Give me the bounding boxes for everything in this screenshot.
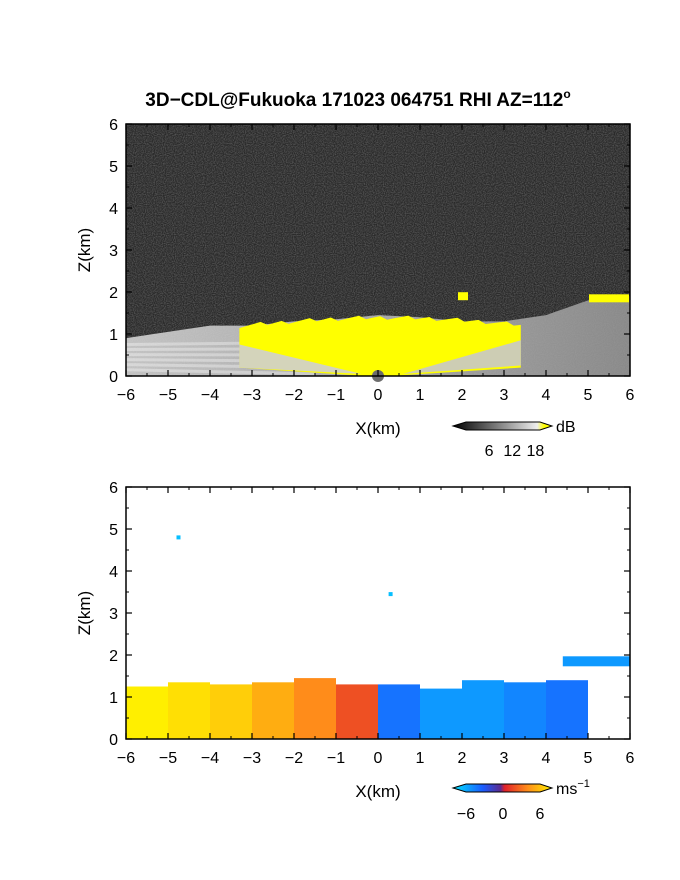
- aerosol-streak: [125, 368, 316, 376]
- velocity-isolated-point: [176, 535, 181, 540]
- velocity-x-tick-label: −2: [285, 750, 303, 767]
- intensity-colorbar-ticks: 6 12 18: [485, 443, 545, 460]
- intensity-x-tick-label: −4: [201, 387, 219, 404]
- velocity-x-tick-label: −4: [201, 750, 219, 767]
- velocity-x-tick-label: 6: [626, 750, 635, 767]
- velocity-y-tick-label: 4: [109, 564, 118, 581]
- velocity-x-tick-label: −5: [159, 750, 177, 767]
- intensity-x-tick-label: 4: [542, 387, 551, 404]
- velocity-x-tick-label: −1: [327, 750, 345, 767]
- velocity-upper-layer: [562, 656, 630, 667]
- intensity-y-tick-label: 1: [109, 327, 118, 344]
- intensity-colorbar-unit: dB: [556, 419, 576, 436]
- isolated-echo: [589, 294, 629, 303]
- velocity-colorbar-tick-label: 0: [499, 806, 508, 823]
- velocity-colorbar-ticks: −6 0 6: [457, 806, 545, 823]
- velocity-column: [378, 684, 420, 739]
- velocity-x-tick-label: 0: [374, 750, 383, 767]
- intensity-colorbar-bar: [451, 421, 554, 431]
- velocity-x-tick-label: −6: [117, 750, 135, 767]
- velocity-column: [504, 682, 546, 739]
- velocity-x-ticks: −6 −5 −4 −3 −2 −1 0 1 2 3 4 5 6: [117, 487, 635, 767]
- intensity-x-tick-label: −2: [285, 387, 303, 404]
- intensity-x-tick-label: −3: [243, 387, 261, 404]
- velocity-y-tick-label: 0: [109, 732, 118, 749]
- figure-title: 3D−CDL@Fukuoka 171023 064751 RHI AZ=112o: [145, 87, 570, 111]
- intensity-y-tick-label: 0: [109, 369, 118, 386]
- intensity-x-tick-label: 5: [584, 387, 593, 404]
- intensity-y-tick-label: 4: [109, 201, 118, 218]
- velocity-isolated-point: [388, 592, 393, 597]
- intensity-colorbar-tick-label: 6: [485, 443, 494, 460]
- velocity-column: [294, 678, 336, 739]
- velocity-marks: [126, 535, 630, 739]
- velocity-column: [210, 684, 252, 739]
- velocity-column: [252, 682, 294, 739]
- intensity-colorbar: 6 12 18 dB: [451, 419, 576, 460]
- intensity-x-tick-label: −6: [117, 387, 135, 404]
- velocity-y-tick-label: 5: [109, 522, 118, 539]
- intensity-x-tick-label: −5: [159, 387, 177, 404]
- velocity-y-ticks: 0 1 2 3 4 5 6: [109, 480, 630, 749]
- intensity-x-tick-label: 1: [416, 387, 425, 404]
- intensity-y-tick-label: 3: [109, 243, 118, 260]
- intensity-x-tick-label: 6: [626, 387, 635, 404]
- low-angle-wedge-left: [239, 344, 362, 374]
- velocity-x-tick-label: 2: [458, 750, 467, 767]
- velocity-x-tick-label: 3: [500, 750, 509, 767]
- intensity-x-ticks: −6 −5 −4 −3 −2 −1 0 1 2 3 4 5 6: [117, 124, 635, 404]
- velocity-column: [126, 686, 168, 739]
- velocity-y-tick-label: 6: [109, 480, 118, 497]
- velocity-x-tick-label: 4: [542, 750, 551, 767]
- intensity-colorbar-tick-label: 12: [503, 443, 521, 460]
- velocity-colorbar-tick-label: −6: [457, 806, 475, 823]
- isolated-echo: [458, 292, 468, 301]
- intensity-x-tick-label: −1: [327, 387, 345, 404]
- velocity-column: [420, 688, 462, 739]
- velocity-y-tick-label: 1: [109, 690, 118, 707]
- velocity-colorbar: −6 0 6 ms−1: [451, 778, 590, 823]
- intensity-y-tick-label: 5: [109, 159, 118, 176]
- low-angle-wedge-right: [403, 340, 521, 374]
- intensity-y-ticks: 0 1 2 3 4 5 6: [109, 117, 630, 386]
- velocity-colorbar-bar: [451, 783, 554, 793]
- intensity-colorbar-tick-label: 18: [526, 443, 544, 460]
- velocity-colorbar-tick-label: 6: [536, 806, 545, 823]
- velocity-x-tick-label: 5: [584, 750, 593, 767]
- intensity-x-tick-label: 3: [500, 387, 509, 404]
- velocity-column: [336, 684, 378, 739]
- velocity-x-label: X(km): [355, 782, 400, 801]
- velocity-y-label: Z(km): [75, 591, 94, 635]
- velocity-column: [546, 680, 588, 739]
- velocity-y-tick-label: 3: [109, 606, 118, 623]
- velocity-colorbar-unit: ms−1: [556, 778, 590, 798]
- intensity-y-tick-label: 6: [109, 117, 118, 134]
- intensity-x-tick-label: 0: [374, 387, 383, 404]
- velocity-column: [462, 680, 504, 739]
- velocity-y-tick-label: 2: [109, 648, 118, 665]
- intensity-y-tick-label: 2: [109, 285, 118, 302]
- intensity-y-label: Z(km): [75, 228, 94, 272]
- intensity-x-label: X(km): [355, 419, 400, 438]
- velocity-x-tick-label: 1: [416, 750, 425, 767]
- intensity-x-tick-label: 2: [458, 387, 467, 404]
- intensity-marks: [125, 292, 630, 382]
- velocity-column: [168, 682, 210, 739]
- velocity-x-tick-label: −3: [243, 750, 261, 767]
